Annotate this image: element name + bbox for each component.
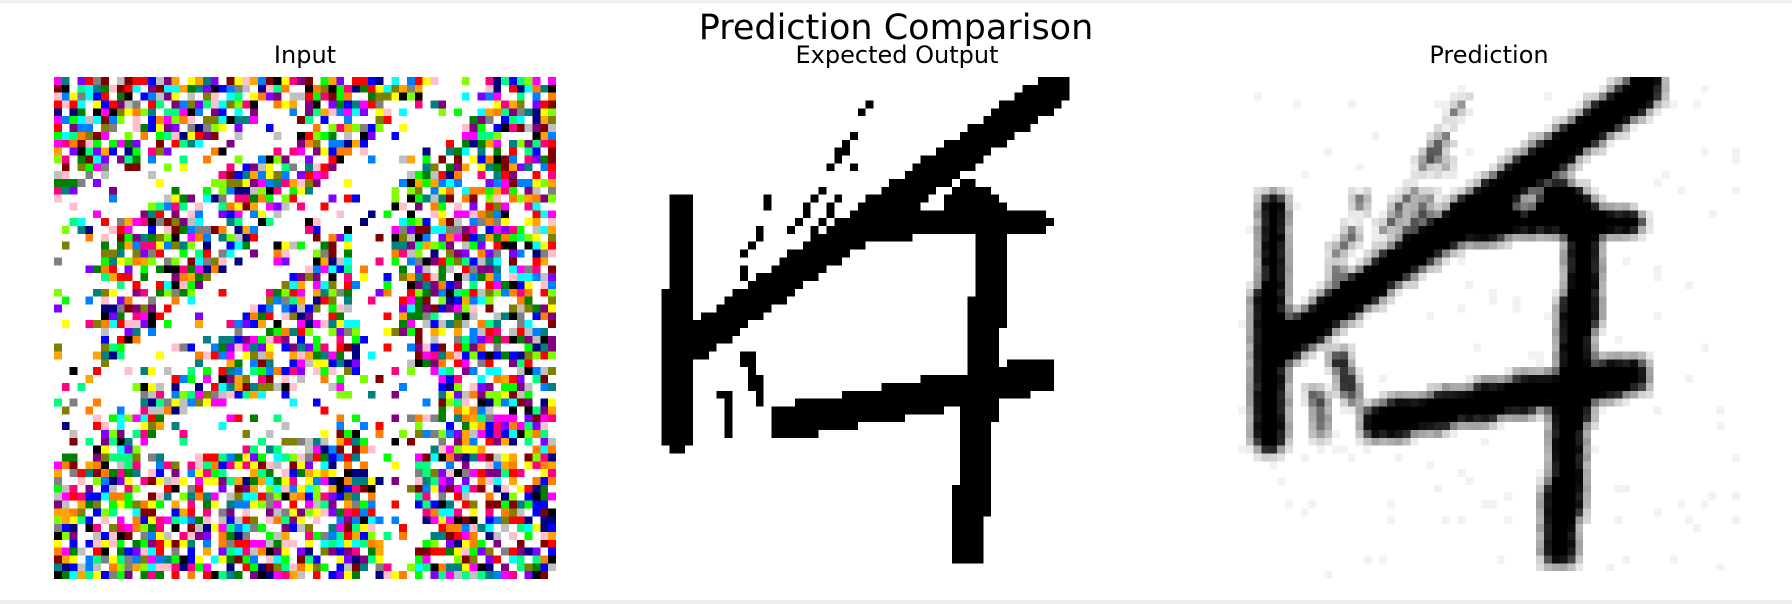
- input-image: [54, 77, 556, 579]
- top-border: [0, 0, 1792, 3]
- expected-output-canvas: [646, 77, 1148, 579]
- input-noise-canvas: [54, 77, 556, 579]
- panel-title-expected: Expected Output: [795, 41, 999, 69]
- figure-title: Prediction Comparison: [698, 8, 1094, 48]
- bottom-border: [0, 600, 1792, 604]
- panel-title-prediction: Prediction: [1429, 41, 1549, 69]
- prediction-image: [1238, 77, 1740, 579]
- expected-output-image: [646, 77, 1148, 579]
- prediction-canvas: [1238, 77, 1740, 579]
- panel-title-input: Input: [273, 41, 337, 69]
